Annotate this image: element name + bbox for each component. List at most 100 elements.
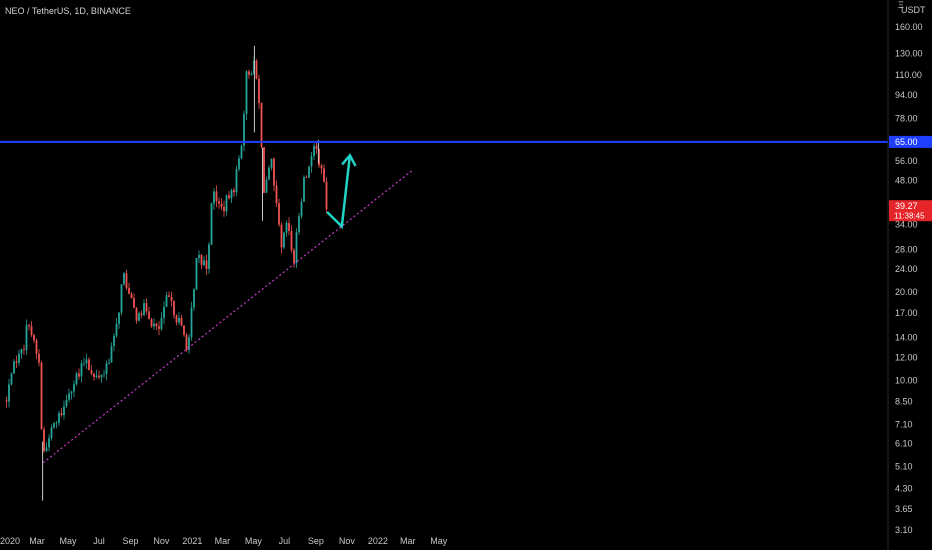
candle-body — [203, 260, 205, 265]
candle-body — [258, 78, 260, 104]
candle-body — [53, 423, 55, 428]
candle-body — [180, 318, 183, 326]
y-tick-label: 24.00 — [895, 264, 918, 274]
y-tick-label: 5.10 — [895, 462, 913, 472]
candle-body — [298, 216, 300, 233]
candle-body — [168, 295, 170, 297]
candle-body — [138, 313, 140, 321]
candle-body — [303, 177, 305, 202]
candle-body — [25, 324, 28, 351]
candle-body — [170, 296, 173, 302]
symbol-title[interactable]: NEO / TetherUS, 1D, BINANCE — [5, 6, 131, 16]
candle-body — [243, 113, 245, 146]
candle-body — [93, 373, 95, 377]
x-tick-label: Jul — [279, 536, 291, 546]
candle-body — [75, 373, 78, 385]
candle-body — [238, 158, 240, 170]
y-tick-label: 48.00 — [895, 176, 918, 186]
resistance-price-label — [889, 135, 932, 148]
scale-unit: USDT — [901, 5, 926, 15]
projection-arrow[interactable] — [326, 155, 352, 230]
y-tick-label: 78.00 — [895, 114, 918, 124]
candle-body — [218, 201, 220, 204]
candle-body — [98, 375, 100, 378]
candle-body — [185, 334, 188, 351]
candle-body — [80, 363, 83, 377]
candle-body — [90, 370, 93, 374]
time-scale[interactable]: 2020 Mar May Jul Sep Nov 2021 Mar May Jul Sep Nov 20… — [0, 536, 448, 546]
y-tick-label: 17.00 — [895, 308, 918, 318]
candle-body — [23, 349, 25, 350]
candle-body — [193, 289, 195, 308]
candle-body — [133, 298, 135, 308]
candles-layer — [5, 45, 328, 501]
x-tick-label: 2020 — [0, 536, 20, 546]
candle-body — [70, 391, 73, 394]
candle-body — [278, 203, 280, 225]
candle-body — [50, 427, 53, 439]
x-tick-label: Sep — [122, 536, 138, 546]
candle-body — [33, 335, 35, 341]
y-tick-label: 4.30 — [895, 483, 913, 493]
candle-body — [73, 384, 75, 392]
candle-body — [208, 244, 210, 269]
candle-body — [205, 260, 208, 269]
support-trendline[interactable] — [42, 169, 413, 464]
candle-body — [285, 222, 288, 233]
bar-countdown-text: 11:38:45 — [894, 212, 925, 221]
x-tick-label: Mar — [215, 536, 231, 546]
candle-body — [130, 293, 133, 298]
candle-body — [250, 74, 253, 75]
y-tick-label: 56.00 — [895, 156, 918, 166]
candle-body — [28, 324, 30, 327]
candle-body — [108, 362, 110, 364]
y-tick-label: 8.50 — [895, 396, 913, 406]
candle-body — [100, 374, 103, 378]
x-tick-label: 2022 — [368, 536, 388, 546]
candle-body — [13, 361, 15, 374]
candle-body — [158, 326, 160, 329]
candle-body — [143, 303, 145, 316]
x-tick-label: Mar — [29, 536, 45, 546]
candle-body — [115, 323, 118, 336]
projection-arrowhead — [341, 153, 357, 167]
candle-body — [225, 195, 228, 212]
candle-body — [190, 307, 193, 338]
candle-body — [40, 362, 43, 430]
candle-body — [295, 232, 298, 264]
candle-body — [20, 349, 23, 354]
y-tick-label: 94.00 — [895, 90, 918, 100]
candle-body — [105, 363, 108, 374]
candle-body — [200, 255, 203, 265]
x-tick-label: Sep — [308, 536, 324, 546]
y-tick-label: 130.00 — [895, 49, 923, 59]
x-tick-label: May — [245, 536, 263, 546]
candle-body — [8, 384, 10, 402]
candle-body — [173, 301, 175, 316]
candle-body — [120, 284, 123, 313]
candle-body — [223, 206, 225, 212]
candle-body — [183, 325, 185, 335]
candle-body — [83, 363, 85, 365]
x-tick-label: 2021 — [182, 536, 202, 546]
candle-body — [235, 169, 238, 193]
candle-body — [308, 166, 310, 178]
x-tick-label: May — [430, 536, 448, 546]
candle-body — [288, 222, 290, 231]
candle-body — [118, 312, 120, 324]
y-tick-label: 3.65 — [895, 504, 913, 514]
candle-body — [18, 353, 20, 363]
price-scale[interactable]: 160.00 130.00 110.00 94.00 78.00 56.00 48.00 34… — [887, 0, 923, 550]
chart-header: NEO / TetherUS, 1D, BINANCE Ξ USDT — [5, 0, 926, 16]
candle-body — [305, 177, 308, 178]
candle-body — [300, 201, 303, 217]
candle-body — [43, 429, 45, 451]
candle-body — [128, 288, 130, 294]
y-tick-label: 7.10 — [895, 419, 913, 429]
y-tick-label: 3.10 — [895, 525, 913, 535]
candle-body — [233, 190, 235, 193]
candle-body — [215, 191, 218, 202]
x-tick-label: Mar — [400, 536, 416, 546]
y-tick-label: 34.00 — [895, 220, 918, 230]
